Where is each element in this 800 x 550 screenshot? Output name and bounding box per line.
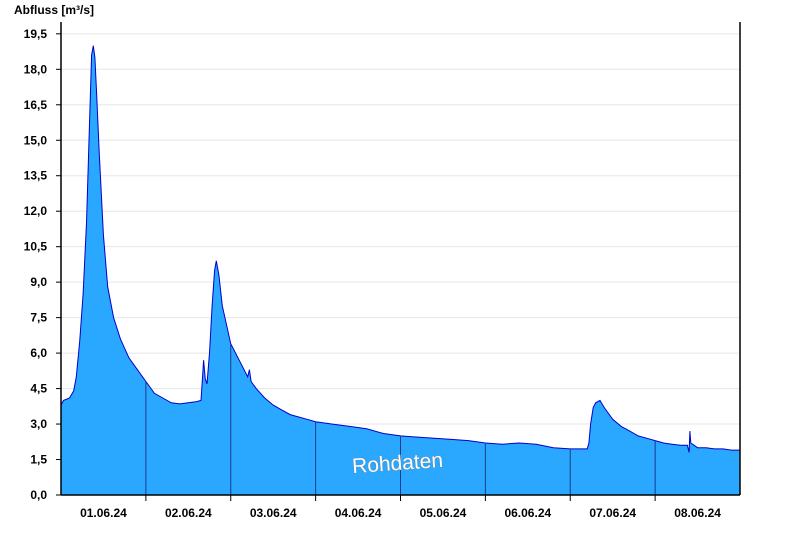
y-tick-label: 0,0 xyxy=(30,488,47,502)
x-tick-label: 01.06.24 xyxy=(80,506,127,520)
x-tick-label: 05.06.24 xyxy=(420,506,467,520)
x-tick-label: 04.06.24 xyxy=(335,506,382,520)
y-tick-label: 6,0 xyxy=(30,346,47,360)
x-tick-label: 08.06.24 xyxy=(674,506,721,520)
x-tick-label: 02.06.24 xyxy=(165,506,212,520)
y-tick-label: 1,5 xyxy=(30,453,47,467)
axes xyxy=(56,22,741,501)
y-tick-label: 4,5 xyxy=(30,382,47,396)
y-tick-label: 12,0 xyxy=(24,204,48,218)
y-tick-label: 16,5 xyxy=(24,98,48,112)
series-line xyxy=(60,45,740,453)
day-boundary-lines xyxy=(145,343,656,495)
y-tick-label: 18,0 xyxy=(24,62,48,76)
x-tick-labels: 01.06.24 02.06.24 03.06.24 04.06.24 05.06.24… xyxy=(80,506,721,520)
x-tick-label: 07.06.24 xyxy=(589,506,636,520)
y-tick-label: 9,0 xyxy=(30,275,47,289)
y-tick-label: 10,5 xyxy=(24,240,48,254)
x-tick-label: 06.06.24 xyxy=(504,506,551,520)
series-area xyxy=(61,45,740,495)
y-tick-label: 13,5 xyxy=(24,169,48,183)
y-tick-label: 15,0 xyxy=(24,133,48,147)
y-tick-labels: 0,0 1,5 3,0 4,5 6,0 7,5 9,0 10,5 12,0 13,5 15,0 16,… xyxy=(24,27,48,502)
horizontal-gridlines xyxy=(61,33,740,461)
data-series xyxy=(60,45,740,495)
x-tick-label: 03.06.24 xyxy=(250,506,297,520)
y-tick-label: 3,0 xyxy=(30,417,47,431)
y-axis-title: Abfluss [m³/s] xyxy=(14,3,94,17)
y-tick-label: 19,5 xyxy=(24,27,48,41)
y-tick-label: 7,5 xyxy=(30,311,47,325)
